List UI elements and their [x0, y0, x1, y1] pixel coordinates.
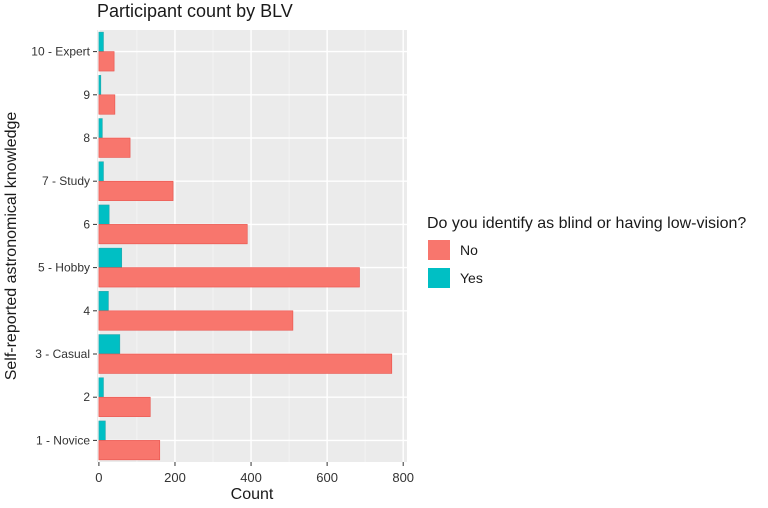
bar-no — [98, 267, 360, 288]
bar-no — [98, 51, 115, 72]
x-axis: 0 200 400 600 800 — [95, 462, 414, 485]
legend-title: Do you identify as blind or having low-v… — [427, 215, 747, 232]
bar-yes — [98, 377, 104, 398]
legend-swatch-no — [427, 239, 451, 261]
bars — [98, 31, 393, 461]
x-tick-label: 600 — [316, 470, 338, 485]
bar-no — [98, 224, 248, 245]
y-tick-label: 10 - Expert — [31, 45, 90, 59]
bar-yes — [98, 291, 109, 312]
bar-no — [98, 137, 131, 158]
legend: Do you identify as blind or having low-v… — [427, 215, 746, 289]
chart-title: Participant count by BLV — [97, 1, 293, 21]
bar-yes — [98, 204, 110, 225]
bar-no — [98, 396, 151, 417]
legend-label-no: No — [460, 242, 478, 258]
bar-yes — [98, 161, 104, 182]
y-axis: 1 - Novice 2 3 - Casual 4 5 - Hobby 6 7 - Stud… — [31, 45, 97, 447]
x-tick-label: 400 — [240, 470, 262, 485]
bar-yes — [98, 31, 104, 52]
bar-no — [98, 94, 116, 115]
y-tick-label: 2 — [83, 390, 90, 404]
y-tick-label: 3 - Casual — [35, 347, 90, 361]
bar-no — [98, 440, 161, 461]
legend-label-yes: Yes — [460, 270, 483, 286]
bar-no — [98, 310, 294, 331]
bar-yes — [98, 420, 106, 441]
legend-item-no: No — [427, 239, 746, 261]
legend-item-yes: Yes — [427, 267, 746, 289]
y-tick-label: 6 — [83, 217, 90, 231]
y-tick-label: 9 — [83, 88, 90, 102]
bar-no — [98, 353, 393, 374]
y-tick-label: 8 — [83, 131, 90, 145]
x-tick-label: 0 — [95, 470, 102, 485]
y-tick-label: 5 - Hobby — [38, 261, 90, 275]
y-axis-label: Self-reported astronomical knowledge — [3, 112, 20, 381]
y-tick-label: 1 - Novice — [36, 433, 90, 447]
bar-yes — [98, 75, 102, 96]
legend-swatch-yes — [427, 267, 451, 289]
x-tick-label: 800 — [392, 470, 414, 485]
bar-yes — [98, 334, 121, 355]
bar-yes — [98, 118, 103, 139]
plot-panel — [97, 30, 407, 462]
y-tick-label: 7 - Study — [42, 174, 90, 188]
bar-no — [98, 180, 174, 201]
y-tick-label: 4 — [83, 304, 90, 318]
bar-yes — [98, 247, 123, 268]
x-axis-label: Count — [231, 486, 274, 503]
x-tick-label: 200 — [164, 470, 186, 485]
